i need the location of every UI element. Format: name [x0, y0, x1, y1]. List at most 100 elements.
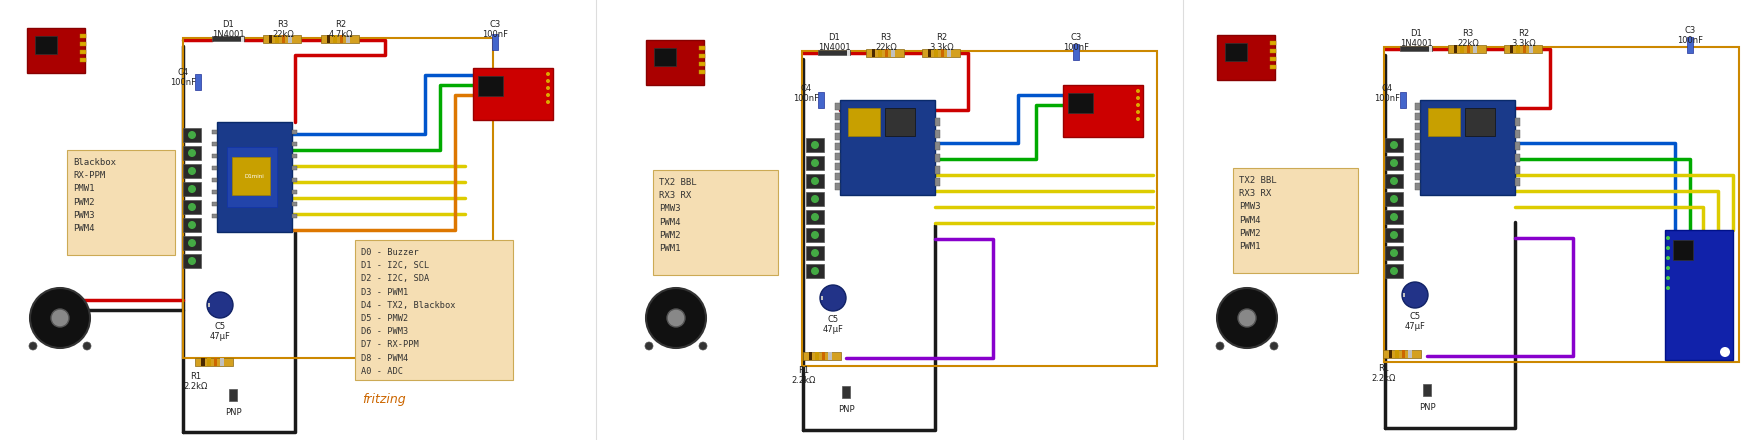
- Bar: [346, 35, 349, 43]
- Text: C5
47μF: C5 47μF: [823, 315, 844, 334]
- Bar: [195, 74, 202, 90]
- Text: C3
100nF: C3 100nF: [1678, 26, 1702, 45]
- Circle shape: [811, 267, 820, 275]
- Bar: [281, 35, 286, 43]
- Bar: [1385, 47, 1739, 362]
- Circle shape: [1665, 236, 1671, 240]
- Circle shape: [1390, 159, 1399, 167]
- Text: PNP: PNP: [225, 408, 240, 417]
- Bar: [935, 154, 941, 162]
- Bar: [806, 264, 825, 278]
- Bar: [921, 49, 960, 57]
- Circle shape: [1390, 195, 1399, 203]
- Circle shape: [811, 177, 820, 185]
- Bar: [821, 296, 823, 300]
- Bar: [806, 138, 825, 152]
- Circle shape: [546, 100, 549, 104]
- Text: C5
47μF: C5 47μF: [209, 322, 230, 341]
- Bar: [212, 214, 218, 218]
- Bar: [1408, 350, 1411, 358]
- Bar: [81, 42, 86, 46]
- Bar: [212, 36, 244, 41]
- Bar: [848, 108, 879, 136]
- Bar: [219, 358, 225, 366]
- Circle shape: [546, 93, 549, 97]
- Bar: [878, 49, 883, 57]
- Bar: [865, 49, 904, 57]
- Bar: [821, 352, 825, 360]
- Circle shape: [1665, 276, 1671, 280]
- Bar: [935, 118, 941, 126]
- Bar: [1515, 166, 1520, 174]
- Bar: [212, 166, 218, 170]
- Circle shape: [1390, 213, 1399, 221]
- Text: R2
3.3kΩ: R2 3.3kΩ: [930, 33, 955, 52]
- Circle shape: [1665, 266, 1671, 270]
- Bar: [1415, 183, 1420, 190]
- Bar: [183, 38, 493, 358]
- Circle shape: [1271, 342, 1278, 350]
- Bar: [835, 173, 841, 180]
- Bar: [200, 358, 205, 366]
- Bar: [948, 49, 951, 57]
- Bar: [1415, 153, 1420, 160]
- Bar: [1385, 264, 1402, 278]
- Bar: [935, 142, 941, 150]
- Bar: [269, 35, 272, 43]
- Bar: [935, 130, 941, 138]
- Bar: [209, 303, 211, 307]
- Bar: [806, 174, 825, 188]
- Text: C4
100nF: C4 100nF: [170, 68, 197, 88]
- Bar: [1453, 45, 1457, 53]
- Bar: [1415, 133, 1420, 140]
- Bar: [1529, 45, 1532, 53]
- Circle shape: [811, 195, 820, 203]
- Bar: [1383, 350, 1422, 358]
- Bar: [1415, 143, 1420, 150]
- Circle shape: [1665, 286, 1671, 290]
- Bar: [291, 166, 297, 170]
- Bar: [934, 49, 937, 57]
- Bar: [67, 150, 176, 255]
- Bar: [1516, 45, 1520, 53]
- Text: D0 - Buzzer
D1 - I2C, SCL
D2 - I2C, SDA
D3 - PWM1
D4 - TX2, Blackbox
D5 - PMW2
D: D0 - Buzzer D1 - I2C, SCL D2 - I2C, SDA …: [362, 248, 456, 376]
- Bar: [1400, 92, 1406, 108]
- Circle shape: [188, 257, 197, 265]
- Bar: [1064, 85, 1143, 137]
- Bar: [806, 192, 825, 206]
- Bar: [835, 123, 841, 130]
- Bar: [1687, 37, 1694, 53]
- Bar: [35, 36, 56, 54]
- Bar: [212, 154, 218, 158]
- Text: R2
4.7kΩ: R2 4.7kΩ: [328, 20, 353, 40]
- Bar: [276, 35, 279, 43]
- Bar: [218, 122, 291, 232]
- Circle shape: [1237, 309, 1257, 327]
- Bar: [1515, 142, 1520, 150]
- Bar: [892, 49, 895, 57]
- Circle shape: [1135, 96, 1141, 100]
- Bar: [935, 178, 941, 186]
- Bar: [1385, 246, 1402, 260]
- Bar: [81, 50, 86, 54]
- Bar: [183, 146, 202, 160]
- Bar: [1069, 93, 1093, 113]
- Circle shape: [188, 167, 197, 175]
- Circle shape: [646, 342, 653, 350]
- Bar: [1523, 45, 1527, 53]
- Bar: [291, 142, 297, 146]
- Text: C4
100nF: C4 100nF: [793, 84, 820, 103]
- Bar: [1395, 350, 1399, 358]
- Text: TX2 BBL
RX3 RX
PMW3
PWM4
PWM2
PWM1: TX2 BBL RX3 RX PMW3 PWM4 PWM2 PWM1: [658, 178, 697, 253]
- Bar: [263, 35, 302, 43]
- Bar: [321, 35, 360, 43]
- Circle shape: [820, 285, 846, 311]
- Text: R1
2.2kΩ: R1 2.2kΩ: [1372, 364, 1397, 383]
- Text: PNP: PNP: [1418, 403, 1436, 412]
- Bar: [1271, 57, 1276, 61]
- Circle shape: [188, 149, 197, 157]
- Circle shape: [698, 342, 707, 350]
- Bar: [698, 62, 706, 66]
- Bar: [1515, 118, 1520, 126]
- Circle shape: [1390, 267, 1399, 275]
